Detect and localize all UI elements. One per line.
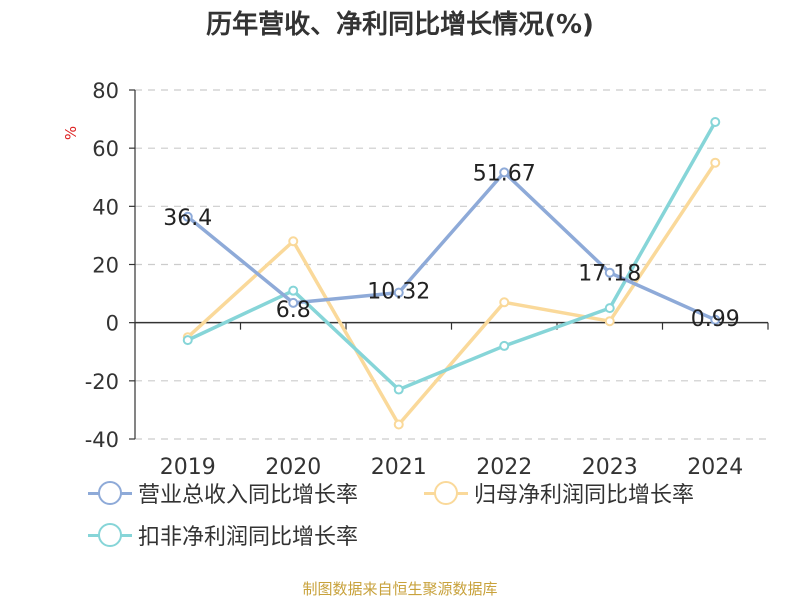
x-tick-label: 2021 [371,455,427,480]
data-point [182,335,193,346]
data-label: 10.32 [367,280,430,305]
y-tick-label: -20 [85,370,119,394]
legend-symbol-revenue [88,478,132,508]
y-tick-label: 60 [92,137,119,161]
data-point [182,211,193,222]
chart-title: 历年营收、净利同比增长情况(%) [206,10,594,40]
series-line [186,170,716,322]
data-point [710,314,721,325]
data-point [604,303,615,314]
x-tick-label: 2023 [582,455,638,480]
data-point [499,340,510,351]
data-point [288,285,299,296]
data-label: 51.67 [473,161,536,186]
source-note: 制图数据来自恒生聚源数据库 [302,580,498,598]
legend-label-net-profit: 归母净利润同比增长率 [474,483,695,508]
data-point [710,116,721,127]
y-tick-label: 80 [92,79,119,103]
y-tick-label: 0 [106,312,119,336]
data-point [604,267,615,278]
x-tick-label: 2019 [160,455,216,480]
y-tick-label: -40 [85,428,119,452]
legend-symbol-net-profit [424,478,468,508]
data-point [499,297,510,308]
legend-item-revenue[interactable]: 营业总收入同比增长率 [88,476,358,510]
x-tick-label: 2022 [476,455,532,480]
legend-label-revenue: 营业总收入同比增长率 [138,483,359,508]
legend-item-deducted-net-profit[interactable]: 扣非净利润同比增长率 [88,518,358,552]
data-label: 0.99 [691,307,740,332]
data-point [393,384,404,395]
data-point [393,287,404,298]
data-label: 6.8 [276,298,311,323]
x-tick-label: 2024 [687,455,743,480]
data-label: 17.18 [578,262,641,287]
y-axis-label: % [62,126,80,140]
y-tick-label: 40 [92,195,119,219]
legend-label-deducted-net-profit: 扣非净利润同比增长率 [138,525,359,550]
legend-symbol-deducted-net-profit [88,520,132,550]
legend-item-net-profit[interactable]: 归母净利润同比增长率 [424,476,694,510]
y-tick-label: 20 [92,254,119,278]
data-point [288,236,299,247]
x-tick-label: 2020 [265,455,321,480]
data-point [393,419,404,430]
data-label: 36.4 [163,206,212,231]
data-point [604,316,615,327]
data-point [288,297,299,308]
data-point [499,167,510,178]
data-point [710,157,721,168]
series-line [187,121,717,392]
series-line [186,161,717,427]
